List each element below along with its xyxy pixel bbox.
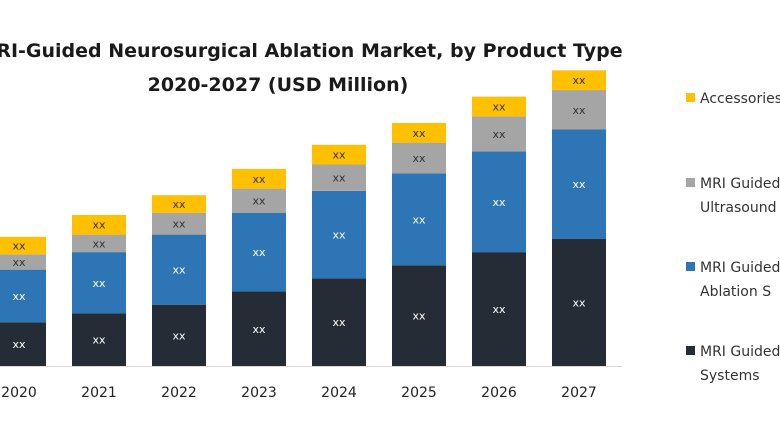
data-label: xx: [572, 104, 586, 117]
bar-segment: [232, 188, 286, 213]
bar-segment: [0, 254, 46, 270]
bar-segment: [0, 322, 46, 366]
data-label: xx: [12, 338, 26, 351]
bar-segment: [552, 129, 606, 239]
data-label: xx: [92, 334, 106, 347]
x-tick-label: 2025: [401, 385, 437, 401]
x-tick-label: 2022: [161, 385, 197, 401]
plot-area: xx xx xx xx xx xx xx xx xx xx xx xx xx xx xx xx xx xx xx xx…: [0, 70, 606, 366]
data-label: xx: [332, 229, 346, 242]
chart-subtitle: 2020-2027 (USD Million): [148, 74, 409, 96]
x-tick-label: 2024: [321, 385, 357, 401]
bar-segment: [0, 269, 46, 323]
bar-segment: [472, 96, 526, 117]
legend-label: MRI Guided: [700, 176, 780, 192]
data-label: xx: [172, 264, 186, 277]
x-tick-label: 2021: [81, 385, 117, 401]
bar-segment: [392, 142, 446, 174]
data-label: xx: [12, 240, 26, 253]
bar-segment: [552, 238, 606, 366]
x-tick-label: 2027: [561, 385, 597, 401]
data-label: xx: [572, 178, 586, 191]
data-label: xx: [492, 303, 506, 316]
data-label: xx: [412, 213, 426, 226]
legend-swatch: [686, 93, 695, 102]
bar-segment: [72, 252, 126, 314]
bar-segment: [392, 173, 446, 266]
x-tick-label: 2023: [241, 385, 277, 401]
legend-swatch: [686, 346, 695, 355]
bar-segment: [72, 214, 126, 235]
bar-segment: [312, 190, 366, 279]
data-label: xx: [492, 196, 506, 209]
bar-segment: [152, 195, 206, 213]
bar-segment: [552, 90, 606, 130]
bar-segment: [392, 265, 446, 366]
bar-segment: [312, 144, 366, 165]
legend-label: MRI Guided: [700, 260, 780, 276]
bar-segment: [392, 122, 446, 143]
data-label: xx: [12, 256, 26, 269]
legend-label: Ultrasound: [700, 200, 776, 216]
legend-label: Ablation S: [700, 284, 771, 300]
bar-segment: [232, 168, 286, 189]
data-label: xx: [172, 198, 186, 211]
legend-label: Accessories: [700, 91, 780, 107]
data-label: xx: [252, 173, 266, 186]
bar-segment: [472, 252, 526, 366]
legend-swatch: [686, 262, 695, 271]
data-label: xx: [92, 277, 106, 290]
bar-segment: [152, 212, 206, 235]
data-label: xx: [252, 323, 266, 336]
data-label: xx: [572, 296, 586, 309]
bar-segment: [312, 278, 366, 366]
x-axis: 2020 2021 2022 2023 2024 2025 2026 2027: [0, 366, 622, 401]
data-label: xx: [492, 100, 506, 113]
bar-segment: [72, 234, 126, 253]
data-label: xx: [332, 149, 346, 162]
data-label: xx: [12, 290, 26, 303]
bar-segment: [72, 313, 126, 366]
x-tick-label: 2020: [1, 385, 37, 401]
bar-segment: [472, 151, 526, 253]
data-label: xx: [252, 246, 266, 259]
data-label: xx: [92, 219, 106, 232]
data-label: xx: [172, 218, 186, 231]
bar-segment: [552, 70, 606, 91]
data-label: xx: [252, 195, 266, 208]
bar-segment: [152, 304, 206, 366]
data-label: xx: [172, 329, 186, 342]
legend-swatch: [686, 178, 695, 187]
bar-segment: [232, 212, 286, 292]
bar-segment: [472, 116, 526, 152]
bar-segment: [232, 291, 286, 366]
bar-segment: [312, 164, 366, 191]
data-label: xx: [412, 127, 426, 140]
data-label: xx: [492, 128, 506, 141]
bar-segment: [152, 234, 206, 305]
data-label: xx: [332, 316, 346, 329]
data-label: xx: [332, 172, 346, 185]
legend: Accessories MRI Guided Ultrasound MRI Guide…: [686, 91, 780, 384]
data-label: xx: [92, 237, 106, 250]
legend-label: MRI Guided: [700, 344, 780, 360]
data-label: xx: [572, 74, 586, 87]
data-label: xx: [412, 310, 426, 323]
legend-label: Systems: [700, 368, 760, 384]
x-tick-label: 2026: [481, 385, 517, 401]
data-label: xx: [412, 152, 426, 165]
bar-segment: [0, 236, 46, 255]
chart-title: MRI-Guided Neurosurgical Ablation Market…: [0, 40, 623, 62]
